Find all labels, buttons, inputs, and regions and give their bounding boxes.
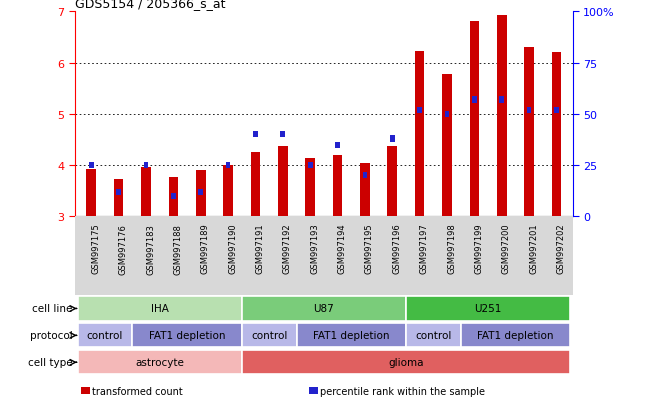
Bar	[305, 159, 315, 217]
Text: GSM997191: GSM997191	[255, 223, 264, 273]
Text: GSM997190: GSM997190	[228, 223, 237, 273]
Bar	[77, 323, 132, 348]
Bar	[415, 52, 424, 217]
Bar	[242, 323, 296, 348]
Bar	[253, 132, 258, 138]
Text: FAT1 depletion: FAT1 depletion	[149, 330, 225, 341]
Bar	[442, 75, 452, 217]
Bar	[406, 323, 461, 348]
Text: GDS5154 / 205366_s_at: GDS5154 / 205366_s_at	[75, 0, 225, 10]
Text: GSM997188: GSM997188	[173, 223, 182, 274]
Text: GSM997201: GSM997201	[529, 223, 538, 273]
Bar	[169, 178, 178, 217]
Bar	[132, 323, 242, 348]
Bar	[171, 193, 176, 199]
Text: U87: U87	[314, 304, 334, 314]
Bar	[117, 189, 121, 195]
Bar	[144, 163, 148, 169]
Bar	[469, 21, 479, 217]
Bar	[527, 107, 531, 114]
Bar	[281, 132, 285, 138]
Text: GSM997183: GSM997183	[146, 223, 155, 274]
Bar	[141, 167, 151, 217]
Text: control: control	[415, 330, 452, 341]
Bar	[472, 97, 477, 103]
Text: GSM997195: GSM997195	[365, 223, 374, 273]
Bar	[406, 297, 570, 321]
Bar	[333, 156, 342, 217]
Bar	[554, 107, 559, 114]
Bar	[278, 147, 288, 217]
Bar	[296, 323, 406, 348]
Text: GSM997189: GSM997189	[201, 223, 210, 274]
Text: GSM997197: GSM997197	[420, 223, 428, 274]
Text: GSM997199: GSM997199	[475, 223, 484, 273]
Text: IHA: IHA	[151, 304, 169, 314]
Text: GSM997200: GSM997200	[502, 223, 511, 273]
Bar	[387, 146, 397, 217]
Text: GSM997202: GSM997202	[557, 223, 566, 273]
Text: protocol: protocol	[30, 330, 73, 341]
Bar	[251, 152, 260, 217]
Bar	[360, 163, 370, 217]
Text: FAT1 depletion: FAT1 depletion	[313, 330, 389, 341]
Text: GSM997192: GSM997192	[283, 223, 292, 273]
Bar	[199, 189, 203, 195]
Text: control: control	[251, 330, 287, 341]
Text: GSM997175: GSM997175	[91, 223, 100, 274]
Text: GSM997198: GSM997198	[447, 223, 456, 274]
Text: control: control	[87, 330, 123, 341]
Bar	[390, 136, 395, 142]
Bar	[308, 163, 312, 169]
Bar	[335, 142, 340, 148]
Bar	[89, 163, 94, 169]
Bar	[226, 163, 230, 169]
Bar	[499, 97, 504, 103]
Bar	[114, 180, 124, 217]
Bar	[242, 350, 570, 375]
Bar	[77, 297, 242, 321]
Bar	[196, 171, 206, 217]
Bar	[497, 16, 506, 217]
Bar	[445, 112, 449, 118]
Bar	[461, 323, 570, 348]
Bar	[524, 48, 534, 217]
Bar	[87, 169, 96, 217]
Text: percentile rank within the sample: percentile rank within the sample	[320, 386, 484, 396]
Text: astrocyte: astrocyte	[135, 357, 184, 368]
Text: transformed count: transformed count	[92, 386, 182, 396]
Text: GSM997196: GSM997196	[393, 223, 401, 274]
Bar	[417, 107, 422, 114]
Text: cell type: cell type	[28, 357, 73, 368]
Bar	[242, 297, 406, 321]
Text: U251: U251	[475, 304, 502, 314]
Bar	[223, 166, 233, 217]
Text: GSM997194: GSM997194	[338, 223, 346, 273]
Text: GSM997176: GSM997176	[118, 223, 128, 274]
Text: cell line: cell line	[33, 304, 73, 314]
Bar	[551, 53, 561, 217]
Text: glioma: glioma	[388, 357, 424, 368]
Text: FAT1 depletion: FAT1 depletion	[477, 330, 553, 341]
Text: GSM997193: GSM997193	[310, 223, 319, 274]
Bar	[77, 350, 242, 375]
Bar	[363, 173, 367, 179]
